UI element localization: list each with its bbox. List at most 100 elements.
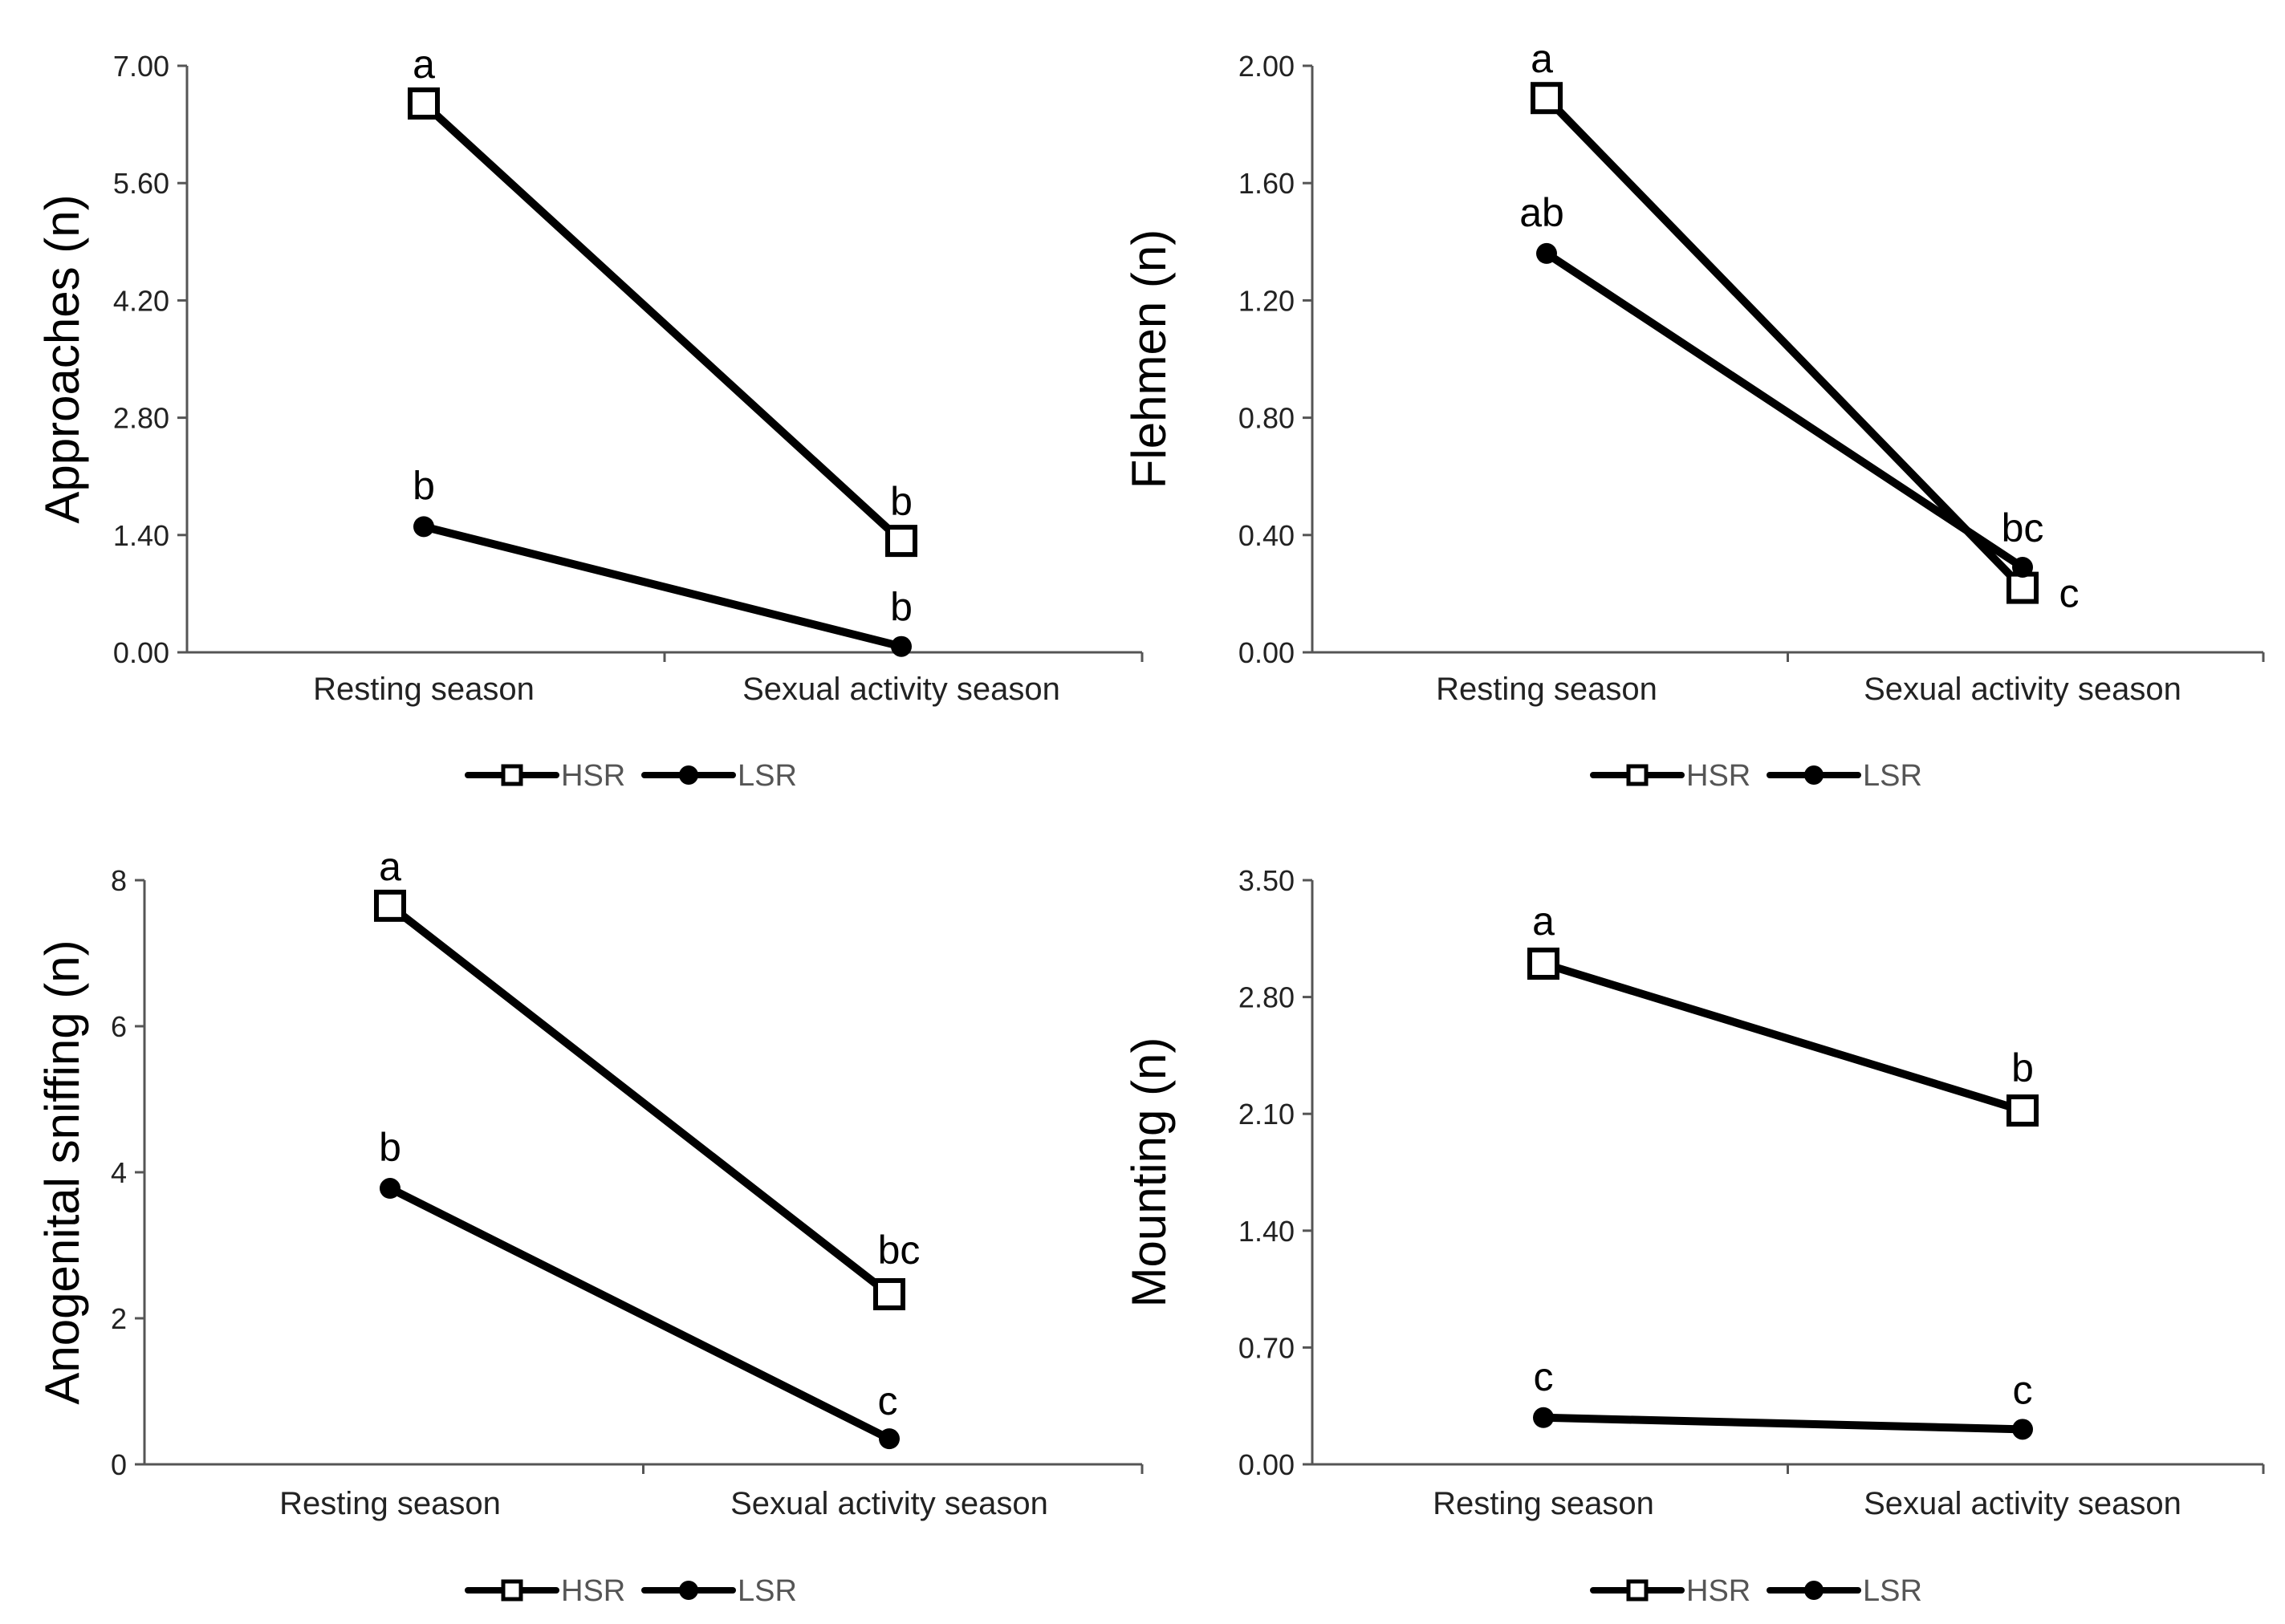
legend-marker-lsr — [1804, 765, 1824, 785]
series-line-hsr — [1543, 94, 2027, 592]
legend-marker-hsr — [501, 764, 523, 786]
data-point-lsr — [891, 635, 912, 657]
legend-marker-hsr — [1626, 764, 1649, 786]
significance-letter: a — [1532, 899, 1555, 944]
legend-label-lsr: LSR — [1863, 759, 1922, 793]
y-tick-label: 7.00 — [113, 50, 169, 83]
chart-panel-4: 0.00 0.70 1.40 2.10 2.80 3.50 Resting season Se… — [1122, 864, 2265, 1608]
data-point-lsr — [2012, 557, 2033, 579]
series-line-hsr — [1539, 960, 2027, 1115]
legend-marker-lsr — [679, 1581, 698, 1600]
chart-panel-3: 0 2 4 6 8 Resting season Sexual activity seaso… — [35, 844, 1144, 1608]
y-tick-label: 0.80 — [1238, 402, 1295, 435]
y-tick-label: 2.80 — [1238, 981, 1295, 1014]
x-category-label: Resting season — [279, 1486, 501, 1521]
legend: HSR LSR — [1590, 759, 1922, 793]
x-category-label: Resting season — [1433, 1486, 1654, 1521]
y-tick-label: 1.20 — [1238, 284, 1295, 317]
significance-letter: a — [379, 844, 401, 889]
data-point-hsr — [873, 1277, 905, 1310]
data-point-lsr — [413, 516, 434, 538]
series-line-lsr — [420, 522, 905, 651]
data-point-lsr — [380, 1178, 400, 1200]
significance-letter: c — [2013, 1367, 2033, 1412]
y-tick-label: 1.60 — [1238, 167, 1295, 200]
legend-marker-lsr — [679, 765, 698, 785]
y-tick-label: 0.00 — [1238, 1448, 1295, 1481]
series-line-hsr — [386, 901, 893, 1298]
significance-letter: b — [890, 585, 913, 630]
legend-label-hsr: HSR — [561, 1574, 625, 1608]
significance-letter: a — [413, 42, 435, 87]
y-tick-label: 4 — [111, 1156, 127, 1189]
x-category-label: Sexual activity season — [1864, 1486, 2181, 1521]
y-axis-title: Approaches (n) — [35, 194, 89, 523]
legend: HSR LSR — [465, 1574, 797, 1608]
legend-label-lsr: LSR — [738, 759, 797, 793]
legend-marker-lsr — [1804, 1581, 1824, 1600]
y-axis-title: Anogenital sniffing (n) — [35, 940, 89, 1404]
data-point-hsr — [1531, 82, 1563, 115]
y-tick-label: 8 — [111, 864, 127, 897]
legend-marker-hsr — [1626, 1579, 1649, 1602]
significance-letter: ab — [1519, 190, 1564, 235]
data-point-lsr — [879, 1428, 900, 1450]
x-category-label: Resting season — [1436, 672, 1657, 707]
y-tick-label: 2.00 — [1238, 50, 1295, 83]
y-tick-label: 2.10 — [1238, 1098, 1295, 1131]
significance-letter: c — [1534, 1354, 1554, 1399]
data-point-hsr — [2006, 1094, 2039, 1127]
x-category-label: Sexual activity season — [742, 672, 1060, 707]
data-point-hsr — [2006, 571, 2039, 604]
significance-letter: bc — [878, 1228, 921, 1273]
y-tick-label: 3.50 — [1238, 864, 1295, 897]
significance-letter: b — [413, 463, 435, 508]
y-tick-label: 2.80 — [113, 402, 169, 435]
significance-letter: b — [2011, 1045, 2034, 1090]
data-point-hsr — [374, 889, 406, 922]
data-point-hsr — [885, 525, 917, 558]
data-point-lsr — [1533, 1407, 1554, 1428]
y-tick-label: 1.40 — [1238, 1215, 1295, 1248]
significance-letter: bc — [2002, 505, 2044, 550]
significance-letter: b — [890, 479, 913, 524]
y-tick-label: 5.60 — [113, 167, 169, 200]
chart-panel-2: 0.00 0.40 0.80 1.20 1.60 2.00 Resting season Se… — [1122, 36, 2265, 793]
y-tick-label: 0.70 — [1238, 1331, 1295, 1364]
data-point-lsr — [1536, 242, 1557, 264]
x-category-label: Sexual activity season — [730, 1486, 1048, 1521]
y-tick-label: 0.40 — [1238, 519, 1295, 552]
legend-label-hsr: HSR — [561, 759, 625, 793]
significance-letter: b — [379, 1125, 401, 1170]
legend: HSR LSR — [1590, 1574, 1922, 1608]
legend: HSR LSR — [465, 759, 797, 793]
significance-letter: c — [2059, 571, 2080, 616]
y-tick-label: 2 — [111, 1302, 127, 1335]
legend-label-hsr: HSR — [1686, 1574, 1750, 1608]
data-point-hsr — [408, 87, 440, 120]
legend-label-hsr: HSR — [1686, 759, 1750, 793]
legend-label-lsr: LSR — [738, 1574, 797, 1608]
series-line-hsr — [420, 99, 905, 546]
y-tick-label: 1.40 — [113, 519, 169, 552]
legend-marker-hsr — [501, 1579, 523, 1602]
legend-label-lsr: LSR — [1863, 1574, 1922, 1608]
y-tick-label: 4.20 — [113, 284, 169, 317]
x-category-label: Sexual activity season — [1864, 672, 2181, 707]
y-tick-label: 0.00 — [113, 636, 169, 669]
significance-letter: c — [878, 1378, 898, 1423]
significance-letter: a — [1531, 36, 1553, 81]
x-category-label: Resting season — [313, 672, 535, 707]
y-axis-title: Flehmen (n) — [1122, 229, 1176, 489]
data-point-lsr — [2012, 1419, 2033, 1440]
y-axis-title: Mounting (n) — [1122, 1037, 1176, 1308]
series-line-lsr — [1539, 1413, 2027, 1434]
y-tick-label: 6 — [111, 1010, 127, 1043]
y-tick-label: 0 — [111, 1448, 127, 1481]
y-tick-label: 0.00 — [1238, 636, 1295, 669]
series-line-lsr — [1543, 249, 2027, 572]
series-line-lsr — [386, 1184, 893, 1443]
chart-panel-1: 0.00 1.40 2.80 4.20 5.60 7.00 Resting season Se… — [35, 42, 1144, 793]
data-point-hsr — [1527, 948, 1559, 980]
